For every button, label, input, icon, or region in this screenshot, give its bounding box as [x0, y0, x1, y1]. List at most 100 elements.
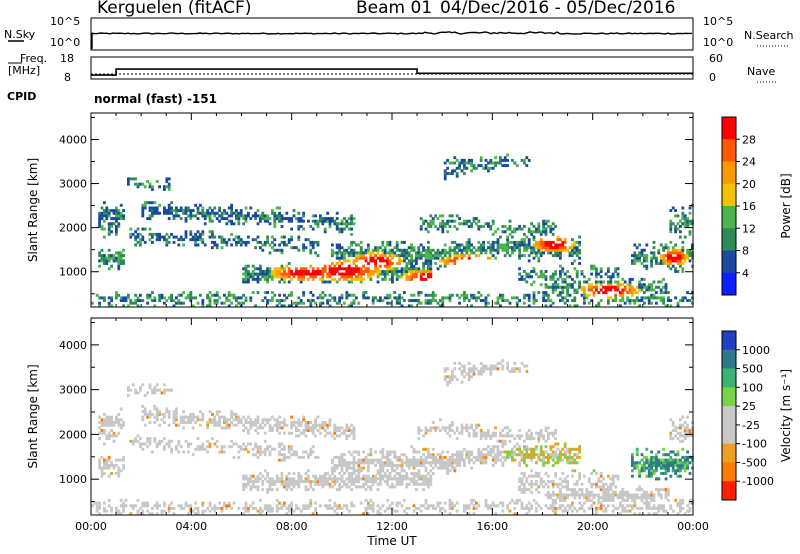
heatmap-cell	[98, 437, 101, 441]
heatmap-cell	[338, 472, 341, 475]
heatmap-cell	[621, 293, 625, 297]
heatmap-cell	[554, 474, 557, 478]
heatmap-cell	[460, 450, 464, 454]
heatmap-cell	[189, 506, 193, 510]
heatmap-cell	[359, 280, 363, 284]
heatmap-cell	[335, 211, 339, 215]
heatmap-cell	[400, 477, 404, 481]
heatmap-cell	[362, 254, 365, 258]
heatmap-cell	[379, 254, 382, 258]
heatmap-cell	[559, 238, 562, 242]
heatmap-cell	[662, 285, 665, 289]
heatmap-cell	[465, 455, 469, 459]
heatmap-cell	[575, 270, 579, 273]
heatmap-cell	[398, 296, 401, 300]
heatmap-cell	[107, 474, 111, 478]
heatmap-cell	[441, 296, 445, 300]
heatmap-cell	[595, 493, 598, 497]
heatmap-cell	[443, 369, 447, 373]
heatmap-cell	[110, 418, 113, 422]
heatmap-cell	[544, 291, 548, 295]
heatmap-cell	[571, 299, 574, 303]
heatmap-cell	[405, 472, 409, 475]
heatmap-cell	[599, 506, 603, 510]
heatmap-cell	[379, 259, 382, 263]
heatmap-cell	[463, 458, 466, 462]
heatmap-cell	[383, 509, 387, 513]
heatmap-cell	[331, 477, 334, 481]
heatmap-cell	[343, 272, 346, 276]
heatmap-cell	[527, 275, 531, 279]
heatmap-cell	[539, 238, 543, 242]
heatmap-cell	[290, 217, 293, 221]
heatmap-cell	[280, 504, 284, 508]
heatmap-cell	[175, 423, 178, 427]
heatmap-cell	[290, 293, 293, 297]
heatmap-cell	[117, 509, 121, 513]
heatmap-cell	[175, 206, 178, 210]
heatmap-cell	[218, 421, 221, 424]
heatmap-cell	[319, 480, 322, 484]
heatmap-cell	[112, 434, 116, 438]
heatmap-cell	[381, 259, 385, 263]
heatmap-cell	[367, 469, 370, 473]
heatmap-cell	[479, 225, 483, 228]
heatmap-cell	[398, 458, 401, 462]
heatmap-cell	[323, 429, 327, 432]
heatmap-cell	[664, 283, 668, 287]
heatmap-cell	[98, 458, 101, 462]
heatmap-cell	[316, 270, 320, 273]
heatmap-cell	[621, 509, 625, 513]
heatmap-cell	[335, 256, 339, 260]
heatmap-cell	[503, 254, 507, 258]
heatmap-cell	[515, 227, 519, 231]
heatmap-cell	[494, 431, 497, 435]
heatmap-cell	[489, 453, 493, 457]
heatmap-cell	[571, 283, 574, 287]
heatmap-cell	[285, 512, 289, 516]
heatmap-cell	[393, 509, 397, 513]
heatmap-cell	[506, 238, 509, 242]
heatmap-cell	[127, 304, 130, 308]
heatmap-cell	[429, 251, 433, 255]
heatmap-cell	[196, 235, 200, 239]
heatmap-cell	[652, 251, 656, 255]
heatmap-cell	[395, 246, 399, 250]
heatmap-cell	[535, 254, 538, 258]
heatmap-cell	[628, 280, 632, 284]
heatmap-cell	[340, 426, 344, 430]
heatmap-cell	[350, 214, 353, 218]
heatmap-cell	[119, 504, 123, 508]
heatmap-cell	[561, 267, 565, 271]
heatmap-cell	[573, 259, 577, 263]
heatmap-cell	[119, 426, 123, 430]
heatmap-cell	[419, 461, 423, 465]
heatmap-cell	[551, 283, 555, 287]
heatmap-cell	[631, 453, 634, 457]
nsky-line	[91, 31, 692, 49]
heatmap-cell	[263, 240, 267, 244]
heatmap-cell	[340, 256, 344, 260]
heatmap-cell	[340, 251, 344, 255]
heatmap-cell	[196, 243, 200, 247]
heatmap-cell	[376, 477, 380, 481]
heatmap-cell	[443, 225, 447, 228]
heatmap-cell	[664, 246, 668, 250]
heatmap-cell	[662, 472, 665, 475]
heatmap-cell	[280, 304, 284, 308]
heatmap-cell	[458, 455, 461, 459]
heatmap-cell	[376, 458, 380, 462]
heatmap-cell	[515, 434, 519, 438]
heatmap-cell	[388, 461, 392, 465]
heatmap-cell	[525, 464, 529, 467]
heatmap-cell	[242, 214, 245, 218]
heatmap-cell	[242, 488, 245, 492]
heatmap-cell	[463, 164, 466, 168]
heatmap-cell	[415, 267, 418, 271]
heatmap-cell	[501, 464, 505, 467]
heatmap-cell	[508, 219, 512, 223]
heatmap-cell	[359, 256, 363, 260]
heatmap-cell	[626, 509, 629, 513]
heatmap-cell	[119, 254, 123, 258]
heatmap-cell	[451, 214, 454, 218]
